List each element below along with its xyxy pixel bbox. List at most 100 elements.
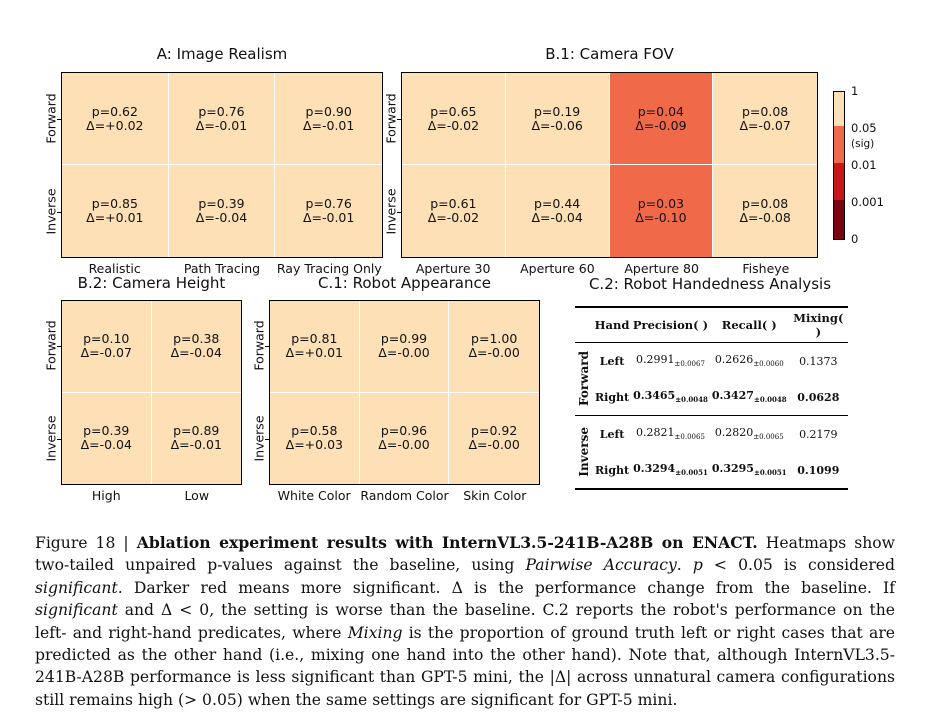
heatmap-cell: p=0.19 Δ=-0.06 [505,73,610,165]
p-value: p=0.08 [742,103,789,119]
delta-value: Δ=-0.06 [531,117,583,133]
delta-value: Δ=-0.04 [195,210,248,225]
col-recall: Recall( ) [721,318,777,332]
table-row: Right 0.3294±0.0051 0.3295±0.0051 0.1099 [575,452,848,489]
p-value: p=0.65 [430,103,477,119]
heatmap: p=0.81 Δ=+0.01 p=0.99 Δ=-0.00 p=1.00 Δ=-0.00 p… [269,300,540,485]
table-row: Right 0.3465±0.0048 0.3427±0.0048 0.0628 [575,379,848,416]
mixing-cell: 0.1373 [799,354,838,368]
heatmap-cell: p=0.92 Δ=-0.00 [449,392,539,484]
mixing-cell: 0.2179 [799,427,838,441]
heatmap-cell: p=0.38 Δ=-0.04 [151,301,241,393]
p-value: p=0.90 [305,103,352,119]
p-value: p=0.44 [534,196,581,211]
p-value: p=0.89 [173,423,220,439]
recall-cell: 0.3295±0.0051 [711,462,787,478]
p-value: p=0.62 [91,103,138,119]
delta-value: Δ=-0.09 [635,117,687,133]
caption-label: Figure 18 | [35,534,137,552]
precision-cell: 0.2991±0.0067 [636,353,705,369]
caption-text: < 0.05 is considered [702,556,895,575]
colorbar-note: (sig) [851,138,875,150]
column-label: Skin Color [463,488,527,503]
delta-value: Δ=-0.00 [378,437,430,453]
hand-cell: Right [595,463,630,477]
p-value: p=0.19 [534,103,581,119]
p-value: p=0.61 [430,196,477,211]
delta-value: Δ=-0.04 [80,437,132,453]
heatmap-cell: p=0.96 Δ=-0.00 [359,392,450,484]
heatmap-cell: p=0.65 Δ=-0.02 [402,73,506,165]
p-value: p=0.39 [198,196,245,211]
group-label: Inverse [577,427,591,477]
p-value: p=0.58 [291,423,338,439]
caption-text: Heatmaps show two-tailed unpaired p-valu… [35,534,896,575]
colorbar-tick: 0.01 [851,158,877,172]
delta-value: Δ=-0.10 [635,210,687,225]
column-label: Random Color [360,488,449,503]
precision-cell: 0.3465±0.0048 [633,389,708,405]
caption-italic: significant [35,601,118,620]
delta-value: Δ=+0.01 [285,345,343,361]
recall-cell: 0.2820±0.0065 [714,426,784,442]
heatmap-cell: p=0.58 Δ=+0.03 [270,392,360,484]
mixing-cell: 0.1099 [797,463,840,477]
heatmap-cell: p=0.04 Δ=-0.09 [609,73,714,165]
delta-value: Δ=-0.08 [739,210,791,225]
caption-italic: significant [35,578,118,597]
delta-value: Δ=-0.01 [302,210,355,225]
colorbar-band-0.01 [834,163,844,200]
heatmap-cell: p=0.39 Δ=-0.04 [62,392,152,484]
tick-mark [397,118,401,120]
tick-mark [397,211,401,213]
heatmap-cell: p=0.10 Δ=-0.07 [62,301,152,393]
delta-value: Δ=-0.02 [427,117,480,133]
mixing-cell: 0.0628 [797,390,840,404]
caption-text: . [676,556,693,575]
heatmap-cell: p=0.08 Δ=-0.08 [713,165,817,257]
p-value: p=0.04 [637,103,684,119]
colorbar [833,91,845,240]
delta-value: Δ=-0.07 [80,345,132,361]
p-value: p=0.39 [83,423,130,439]
delta-value: Δ=-0.04 [531,210,583,225]
delta-value: Δ=-0.00 [378,345,430,361]
delta-value: Δ=-0.00 [468,437,520,453]
table-title: C.2: Robot Handedness Analysis [588,275,832,293]
heatmap-title: C.1: Robot Appearance [318,274,491,292]
heatmap-title: B.1: Camera FOV [545,45,674,63]
column-label: Path Tracing [183,261,261,276]
heatmap-cell: p=0.89 Δ=-0.01 [151,392,241,484]
p-value: p=0.81 [291,331,338,347]
colorbar-band-0.05 [834,126,844,163]
caption-text: . Darker red means more significant. Δ i… [117,578,895,597]
table-row: Forward Left 0.2991±0.0067 0.2626±0.0060 0.1… [575,343,848,406]
colorbar-band-0.001 [834,200,844,239]
heatmap-cell: p=0.08 Δ=-0.07 [713,73,817,165]
hand-cell: Right [595,390,630,404]
delta-value: Δ=+0.03 [285,437,343,453]
col-precision: Precision( ) [632,318,709,332]
p-value: p=0.92 [471,423,518,439]
column-label: Aperture 30 [415,261,491,276]
hand-cell: Left [599,427,625,441]
colorbar-tick: 1 [851,84,859,98]
heatmap: p=0.65 Δ=-0.02 p=0.19 Δ=-0.06 p=0.04 Δ=-0.09 p… [401,72,818,258]
p-value: p=0.03 [637,196,684,211]
group-label: Forward [577,351,591,407]
recall-cell: 0.2626±0.0060 [714,353,784,369]
heatmap-cell: p=0.61 Δ=-0.02 [402,165,506,257]
col-hand: Hand [594,318,630,332]
heatmap-cell: p=1.00 Δ=-0.00 [449,301,539,393]
precision-cell: 0.3294±0.0051 [633,462,708,478]
column-label: Realistic [88,261,141,276]
p-value: p=0.85 [91,196,138,211]
p-value: p=0.38 [173,331,220,347]
caption-italic: p [692,556,703,575]
column-label: Ray Tracing Only [276,261,382,276]
tick-mark [57,346,61,348]
delta-value: Δ=+0.01 [86,210,144,225]
heatmap-cell: p=0.90 Δ=-0.01 [275,73,382,165]
column-label: Low [184,488,210,503]
tick-mark [57,438,61,440]
